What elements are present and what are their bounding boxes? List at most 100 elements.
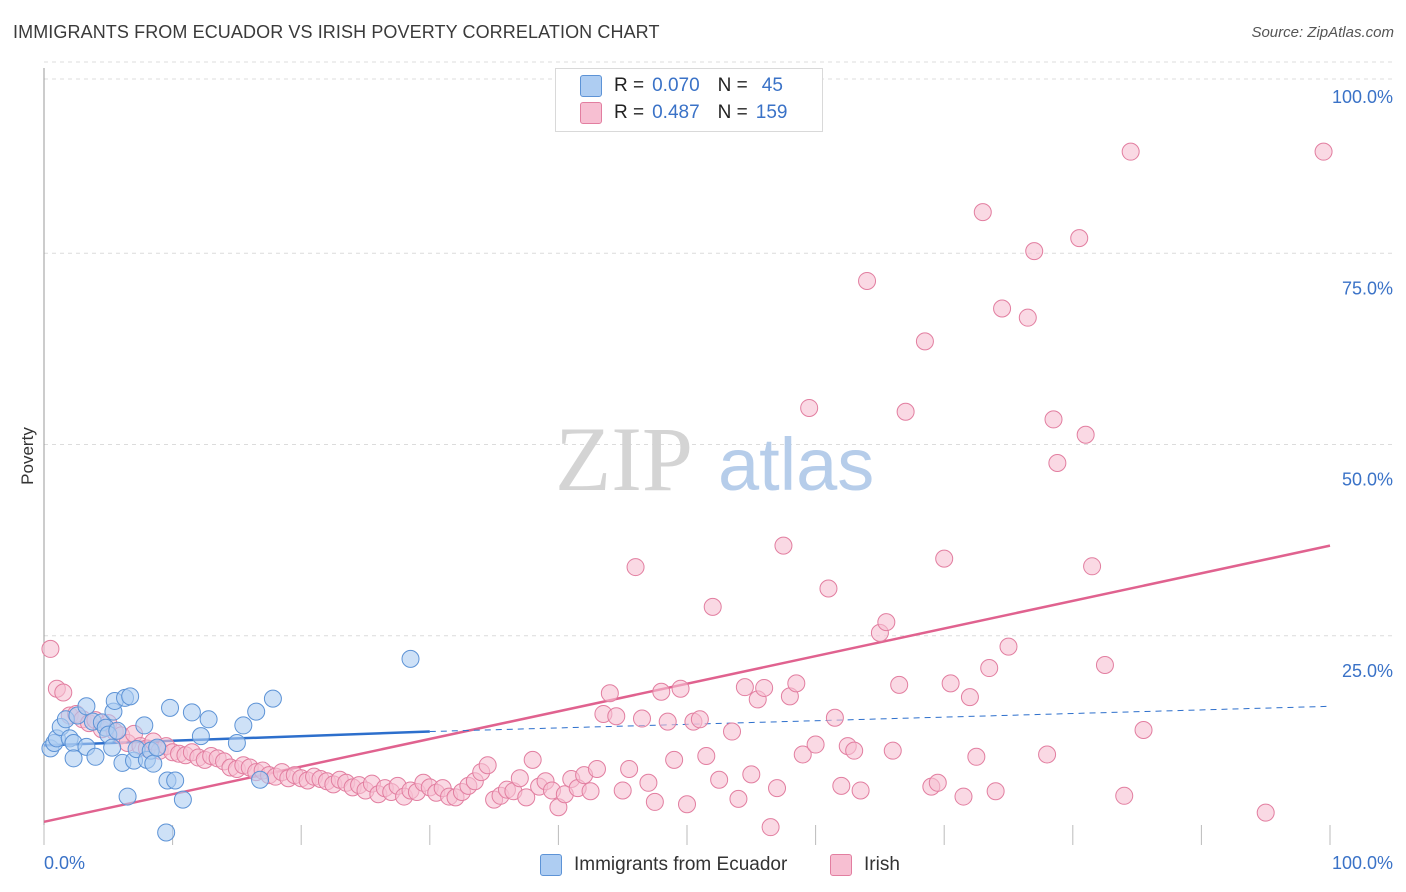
point-irish <box>703 597 722 616</box>
blue-swatch <box>580 75 602 97</box>
point-irish <box>793 745 812 764</box>
source-label: Source: ZipAtlas.com <box>1251 24 1394 41</box>
point-ecuador <box>401 649 420 668</box>
tick-labels: 25.0% 50.0% 75.0% 100.0% 0.0% 100.0% <box>44 87 1393 873</box>
axes <box>43 68 1331 845</box>
point-irish <box>967 747 986 766</box>
point-irish <box>710 770 729 789</box>
point-ecuador <box>148 738 167 757</box>
point-irish <box>954 787 973 806</box>
point-irish <box>877 613 896 632</box>
point-irish <box>774 536 793 555</box>
point-irish <box>671 679 690 698</box>
point-irish <box>1018 308 1037 327</box>
point-irish <box>1256 803 1275 822</box>
pink-swatch <box>830 854 852 876</box>
point-irish <box>858 271 877 290</box>
point-irish <box>600 684 619 703</box>
r-label: R = <box>614 75 645 96</box>
point-ecuador <box>173 790 192 809</box>
point-irish <box>941 674 960 693</box>
x-tick-label: 0.0% <box>44 853 85 873</box>
point-irish <box>639 773 658 792</box>
point-irish <box>665 750 684 769</box>
point-irish <box>517 788 536 807</box>
point-ecuador <box>118 787 137 806</box>
point-ecuador <box>227 734 246 753</box>
point-irish <box>845 741 864 760</box>
point-irish <box>735 678 754 697</box>
legend-label-irish: Irish <box>864 854 900 875</box>
point-ecuador <box>166 771 185 790</box>
r-value-ecuador: 0.070 <box>652 75 700 96</box>
point-irish <box>658 712 677 731</box>
point-irish <box>742 765 761 784</box>
correlation-legend: R = 0.070 N = 45 R = 0.487 N = 159 <box>555 68 823 132</box>
point-irish <box>54 683 73 702</box>
watermark: ZIP atlas <box>555 408 874 510</box>
r-label: R = <box>614 102 645 123</box>
point-irish <box>690 710 709 729</box>
point-irish <box>697 747 716 766</box>
blue-swatch <box>540 854 562 876</box>
legend-row-irish: R = 0.487 N = 159 <box>580 100 787 126</box>
point-ecuador <box>191 727 210 746</box>
point-irish <box>523 750 542 769</box>
data-points <box>41 142 1333 842</box>
point-irish <box>832 776 851 795</box>
point-irish <box>915 332 934 351</box>
point-irish <box>825 708 844 727</box>
point-irish <box>800 398 819 417</box>
y-tick-label: 25.0% <box>1342 661 1393 681</box>
watermark-zip: ZIP <box>555 408 693 510</box>
point-irish <box>960 688 979 707</box>
point-irish <box>935 549 954 568</box>
legend-label-ecuador: Immigrants from Ecuador <box>574 854 788 875</box>
point-irish <box>1076 425 1095 444</box>
point-irish <box>896 402 915 421</box>
gridlines <box>44 61 1392 637</box>
point-irish <box>928 773 947 792</box>
n-label: N = <box>717 75 748 96</box>
point-irish <box>755 678 774 697</box>
point-irish <box>980 659 999 678</box>
point-irish <box>607 707 626 726</box>
point-irish <box>632 709 651 728</box>
x-tick-label: 100.0% <box>1332 853 1393 873</box>
point-irish <box>851 781 870 800</box>
point-irish <box>1134 721 1153 740</box>
pink-swatch <box>580 102 602 124</box>
point-ecuador <box>157 823 176 842</box>
point-ecuador <box>263 689 282 708</box>
point-irish <box>1038 745 1057 764</box>
point-ecuador <box>161 698 180 717</box>
point-ecuador <box>77 697 96 716</box>
point-irish <box>973 203 992 222</box>
point-irish <box>761 818 780 837</box>
point-ecuador <box>108 721 127 740</box>
point-ecuador <box>121 687 140 706</box>
point-ecuador <box>199 710 218 729</box>
y-tick-label: 100.0% <box>1332 87 1393 107</box>
watermark-atlas: atlas <box>718 423 874 506</box>
point-irish <box>1115 786 1134 805</box>
point-ecuador <box>64 749 83 768</box>
point-irish <box>986 782 1005 801</box>
point-irish <box>1095 655 1114 674</box>
point-irish <box>723 722 742 741</box>
point-irish <box>999 637 1018 656</box>
n-value-ecuador: 45 <box>761 75 783 96</box>
y-tick-label: 50.0% <box>1342 470 1393 490</box>
trend-line-ecuador-dashed <box>429 705 1331 733</box>
legend-item-irish: Irish <box>830 852 900 878</box>
legend-row-ecuador: R = 0.070 N = 45 <box>580 73 783 99</box>
point-irish <box>626 558 645 577</box>
point-irish <box>678 795 696 814</box>
point-irish <box>652 682 671 701</box>
point-irish <box>620 760 639 779</box>
point-ecuador <box>234 716 253 735</box>
point-irish <box>1048 454 1067 473</box>
point-irish <box>1314 142 1333 161</box>
point-irish <box>890 675 909 694</box>
